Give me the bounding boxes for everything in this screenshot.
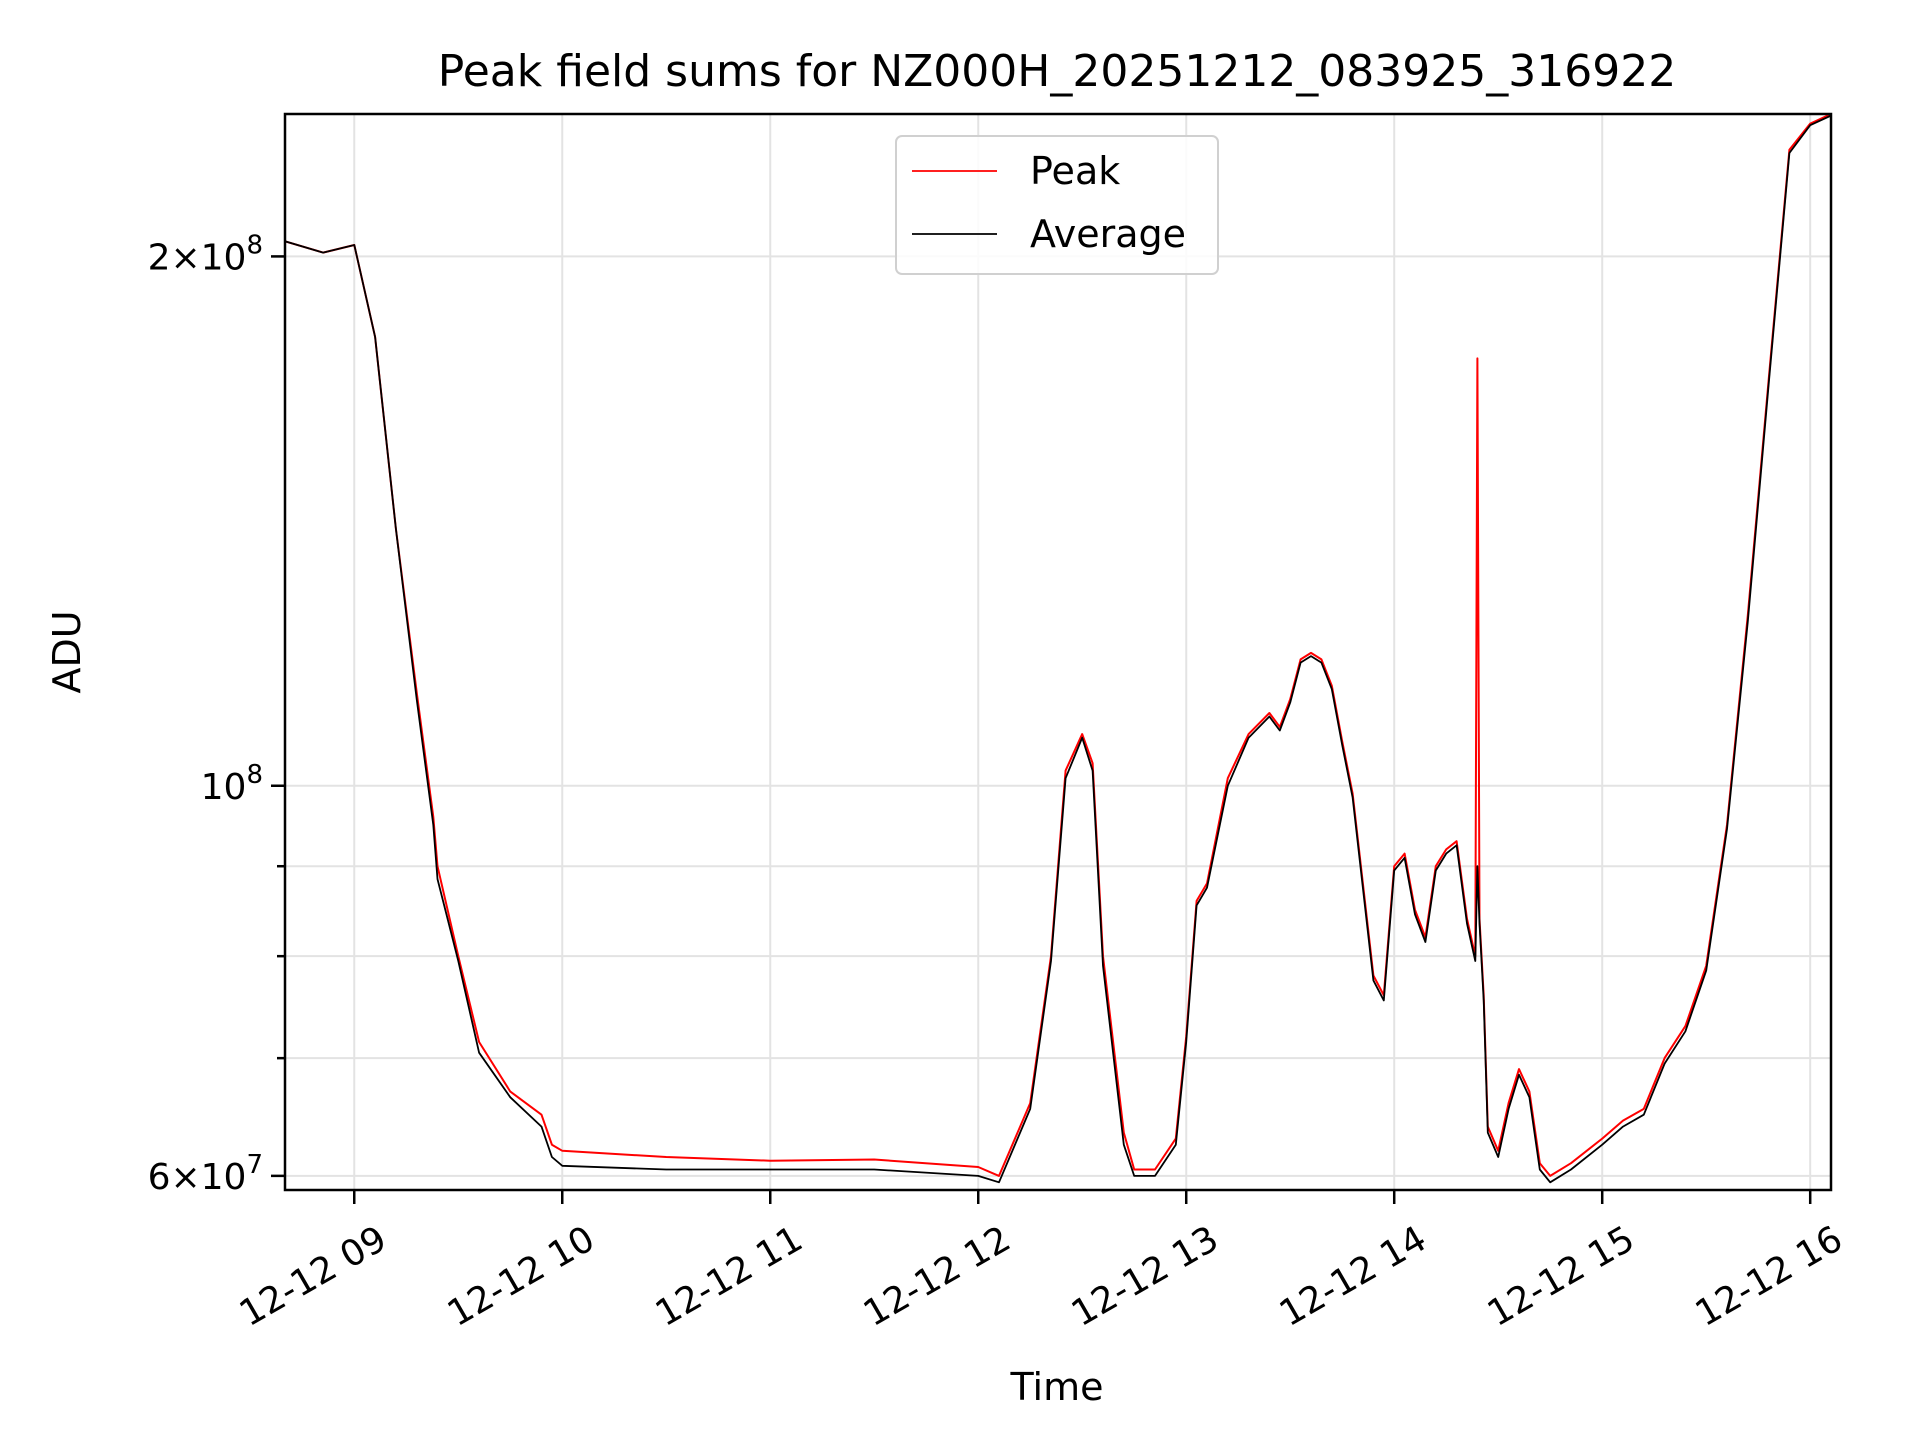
y-axis-label: ADU (45, 610, 89, 693)
y-tick-label-exponent: 8 (246, 230, 263, 260)
y-tick-label-base: 2×10 (148, 237, 247, 278)
y-tick-label-base: 6×10 (148, 1157, 247, 1198)
chart: Peak field sums for NZ000H_20251212_0839… (0, 0, 1920, 1440)
y-tick-label: 2×108 (148, 230, 263, 278)
y-tick-label-exponent: 8 (246, 760, 263, 790)
legend-peak-label: Peak (1030, 149, 1120, 193)
y-tick-label-base: 10 (201, 767, 247, 808)
y-tick-label-exponent: 7 (246, 1150, 263, 1180)
y-tick-label: 6×107 (148, 1150, 263, 1198)
x-axis-label: Time (1010, 1365, 1104, 1409)
legend-average-label: Average (1030, 212, 1186, 256)
legend: Peak Average (896, 136, 1218, 274)
chart-title: Peak field sums for NZ000H_20251212_0839… (438, 46, 1676, 97)
